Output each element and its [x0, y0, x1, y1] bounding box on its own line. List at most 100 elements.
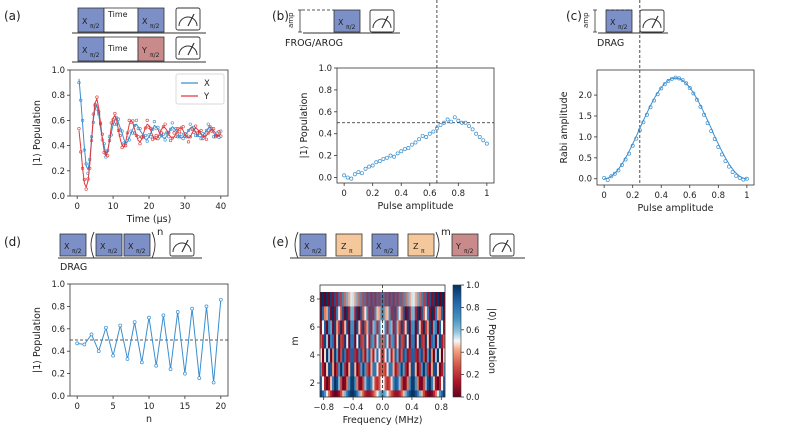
heatmap-cell [368, 376, 371, 391]
measure-icon [372, 18, 392, 29]
heatmap-cell [372, 306, 375, 321]
heatmap-cell [362, 362, 365, 377]
data-point [159, 131, 164, 135]
heatmap-cell [382, 292, 385, 307]
heatmap-cell [424, 292, 428, 307]
heatmap-cell [324, 292, 327, 307]
heatmap-cell [338, 348, 341, 363]
heatmap-cell [328, 348, 331, 363]
heatmap-cell [332, 362, 335, 377]
heatmap-cell [392, 348, 395, 363]
data-point [215, 133, 219, 138]
data-point [161, 125, 165, 129]
heatmap-cell [334, 292, 337, 307]
heatmap-cell [408, 292, 412, 307]
heatmap-cell [374, 306, 377, 321]
data-point [352, 172, 357, 177]
data-point [218, 297, 223, 302]
heatmap-cell [354, 306, 357, 321]
heatmap-cell [344, 320, 347, 335]
heatmap-cell [320, 334, 323, 349]
heatmap-cell [340, 390, 343, 397]
heatmap-cell [358, 362, 361, 377]
heatmap-cell [368, 320, 371, 335]
x-tick-label: 20 [144, 202, 155, 212]
y-tick-label: 1.0 [51, 66, 65, 76]
data-point [677, 76, 682, 81]
y-tick-label: 0.6 [318, 108, 332, 118]
x-tick-label: 1 [484, 189, 489, 199]
heatmap-cell [368, 362, 371, 377]
heatmap-cell [366, 292, 369, 307]
data-point [449, 119, 454, 124]
heatmap-cell [326, 306, 329, 321]
data-point [208, 125, 212, 129]
heatmap-cell [432, 334, 436, 349]
heatmap-cell [378, 390, 381, 397]
heatmap-cell [334, 348, 337, 363]
heatmap-cell [420, 348, 424, 363]
heatmap-cell [404, 362, 408, 377]
data-point [612, 171, 617, 176]
heatmap-cell [438, 348, 442, 363]
heatmap-cell [370, 306, 373, 321]
heatmap-cell [438, 320, 442, 335]
heatmap-cell [442, 320, 445, 335]
heatmap-cell [352, 320, 355, 335]
heatmap-cell [370, 292, 373, 307]
heatmap-cell [350, 292, 353, 307]
data-point [367, 164, 372, 169]
legend-label: Y [203, 92, 210, 102]
data-point [392, 154, 397, 159]
heatmap-cell [374, 320, 377, 335]
heatmap-cell [332, 292, 335, 307]
heatmap-cell [424, 376, 428, 391]
heatmap-cell [338, 376, 341, 391]
heatmap-cell [414, 292, 418, 307]
heatmap-cell [440, 376, 444, 391]
data-point [356, 170, 361, 174]
heatmap-cell [350, 334, 353, 349]
heatmap-cell [322, 362, 325, 377]
heatmap-cell [392, 334, 395, 349]
data-point [134, 118, 139, 122]
heatmap-cell [338, 320, 341, 335]
y-tick-label: 0.8 [51, 91, 65, 101]
heatmap-cell [334, 334, 337, 349]
heatmap-cell [390, 348, 393, 363]
data-point [104, 152, 108, 156]
heatmap-cell [440, 390, 444, 397]
heatmap-cell [346, 390, 349, 397]
heatmap-cell [392, 320, 395, 335]
heatmap-cell [364, 376, 367, 391]
heatmap-cell [426, 362, 430, 377]
data-point [147, 133, 151, 137]
heatmap-cell [436, 376, 440, 391]
heatmap-cell [426, 348, 430, 363]
heatmap-cell [320, 362, 323, 377]
heatmap-cell [358, 348, 361, 363]
data-point [360, 171, 364, 176]
heatmap-cell [372, 334, 375, 349]
heatmap-cell [378, 362, 381, 377]
y-tick-label: 0.5 [578, 154, 592, 164]
heatmap-cell [420, 334, 424, 349]
y-tick-label: 4 [310, 351, 315, 361]
circuit-c: amp X π/2 DRAG [582, 9, 668, 49]
heatmap-cell [338, 292, 341, 307]
data-point [199, 128, 203, 133]
heatmap-cell [408, 320, 412, 335]
heatmap-cell [398, 362, 402, 377]
heatmap-cell [388, 334, 391, 349]
data-point [431, 129, 436, 134]
x-tick-label: 0.6 [423, 189, 437, 199]
heatmap-cell [436, 362, 440, 377]
data-point [345, 175, 350, 180]
heatmap-cell [420, 292, 424, 307]
data-point [145, 139, 149, 143]
heatmap-cell [356, 390, 359, 397]
heatmap-cell [364, 320, 367, 335]
heatmap-cell [424, 320, 428, 335]
data-point [374, 160, 379, 165]
